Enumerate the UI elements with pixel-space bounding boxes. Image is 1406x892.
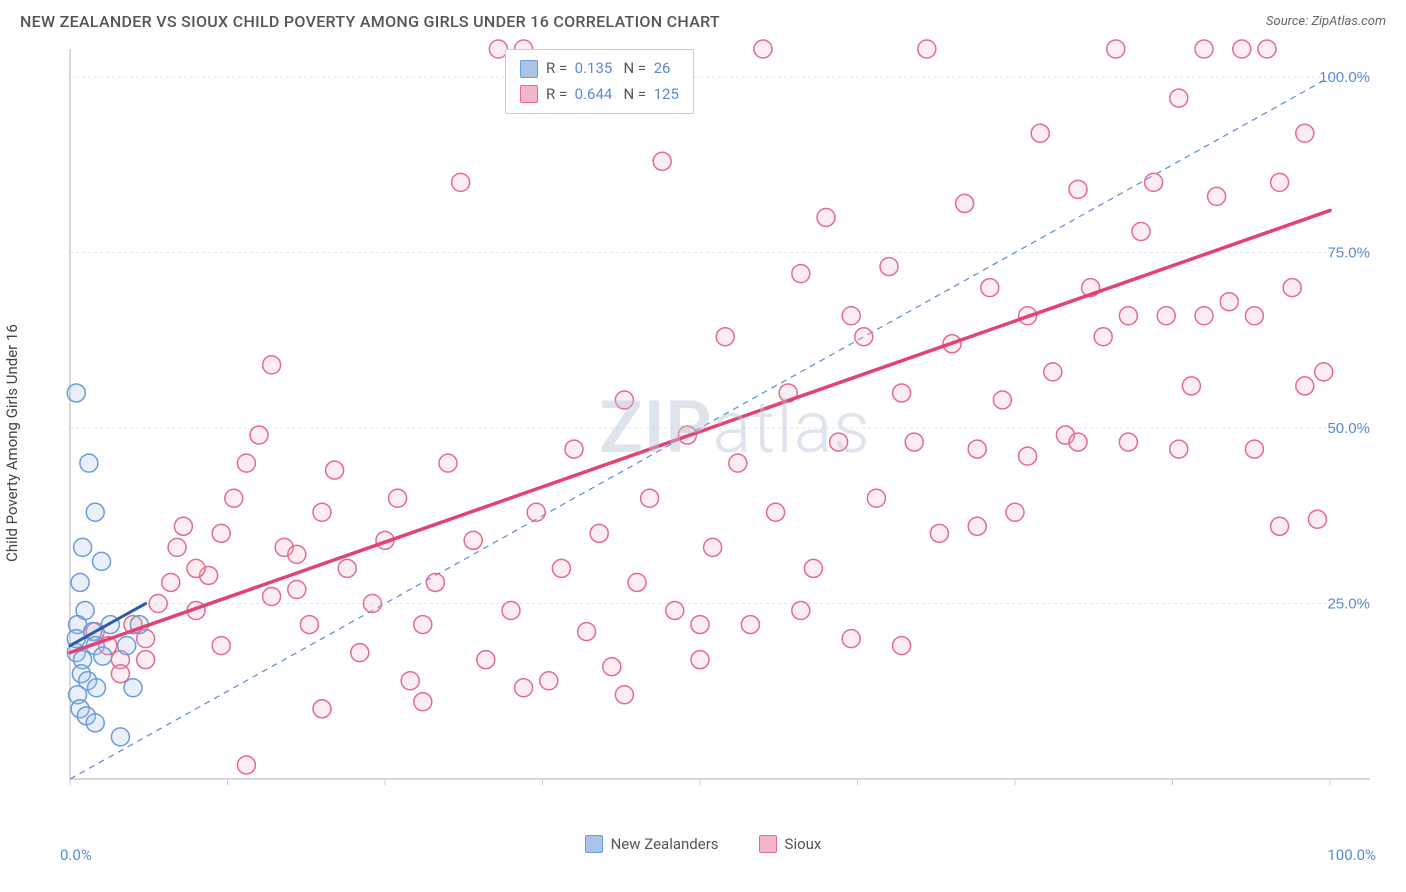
x-axis-max-label: 100.0% [1327,846,1376,864]
svg-text:75.0%: 75.0% [1327,245,1370,262]
scatter-plot: 25.0% 50.0% 75.0% 100.0% [60,39,1380,799]
y-axis-label: Child Poverty Among Girls Under 16 [3,324,21,562]
legend-row: R = 0.135 N = 26 [520,56,679,82]
swatch-icon [520,60,538,78]
chart-title: NEW ZEALANDER VS SIOUX CHILD POVERTY AMO… [20,12,720,31]
swatch-icon [520,85,538,103]
chart-area: Child Poverty Among Girls Under 16 25.0%… [60,39,1386,829]
legend-row: R = 0.644 N = 125 [520,82,679,108]
legend-stats: R = 0.644 N = 125 [546,82,679,108]
legend-stats: R = 0.135 N = 26 [546,56,670,82]
svg-text:25.0%: 25.0% [1327,596,1370,613]
swatch-icon [585,835,603,853]
correlation-legend: R = 0.135 N = 26 R = 0.644 N = 125 [505,49,694,114]
source-link[interactable]: ZipAtlas.com [1311,14,1386,29]
legend-label: Sioux [785,835,822,853]
source-label: Source: [1266,14,1308,29]
svg-text:100.0%: 100.0% [1319,69,1370,86]
legend-label: New Zealanders [611,835,719,853]
swatch-icon [759,835,777,853]
source-attribution: Source: ZipAtlas.com [1266,14,1386,29]
x-axis-min-label: 0.0% [60,846,92,864]
series-legend: New Zealanders Sioux [0,829,1406,853]
legend-item-sioux: Sioux [759,835,822,853]
svg-text:50.0%: 50.0% [1327,420,1370,437]
legend-item-new-zealanders: New Zealanders [585,835,719,853]
